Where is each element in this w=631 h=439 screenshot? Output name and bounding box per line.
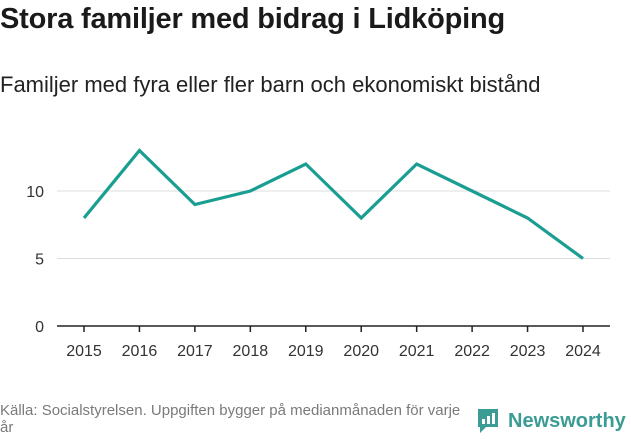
x-tick-labels: 2015 2016 2017 2018 2019 2020 2021 2022 2023 2024 bbox=[66, 343, 601, 360]
x-tick-label: 2020 bbox=[343, 343, 379, 360]
y-tick-label: 10 bbox=[26, 184, 44, 201]
x-tick-label: 2023 bbox=[510, 343, 546, 360]
line-chart: 0 5 10 2015 2016 2017 2018 2019 2020 2021 2022 202… bbox=[26, 148, 610, 360]
brand-name: Newsworthy bbox=[508, 409, 626, 432]
x-tick-label: 2021 bbox=[399, 343, 435, 360]
series-layer bbox=[82, 148, 584, 260]
x-tick-label: 2015 bbox=[66, 343, 102, 360]
x-tick-label: 2018 bbox=[233, 343, 269, 360]
grid-layer bbox=[57, 190, 610, 259]
y-tick-label: 0 bbox=[35, 319, 44, 336]
newsworthy-logo: Newsworthy bbox=[476, 407, 626, 435]
y-tick-labels: 0 5 10 bbox=[26, 184, 44, 336]
x-tick-label: 2017 bbox=[177, 343, 213, 360]
source-note: Källa: Socialstyrelsen. Uppgiften bygger… bbox=[0, 402, 461, 436]
chart-subtitle: Familjer med fyra eller fler barn och ek… bbox=[0, 72, 541, 97]
y-tick-label: 5 bbox=[35, 252, 44, 269]
x-tick-label: 2024 bbox=[565, 343, 601, 360]
chart-title: Stora familjer med bidrag i Lidköping bbox=[0, 3, 505, 35]
axis-layer bbox=[57, 325, 610, 332]
series-line bbox=[82, 148, 584, 260]
x-tick-label: 2022 bbox=[454, 343, 490, 360]
x-tick-label: 2016 bbox=[122, 343, 158, 360]
newsworthy-logo-icon bbox=[478, 409, 498, 433]
x-tick-label: 2019 bbox=[288, 343, 324, 360]
